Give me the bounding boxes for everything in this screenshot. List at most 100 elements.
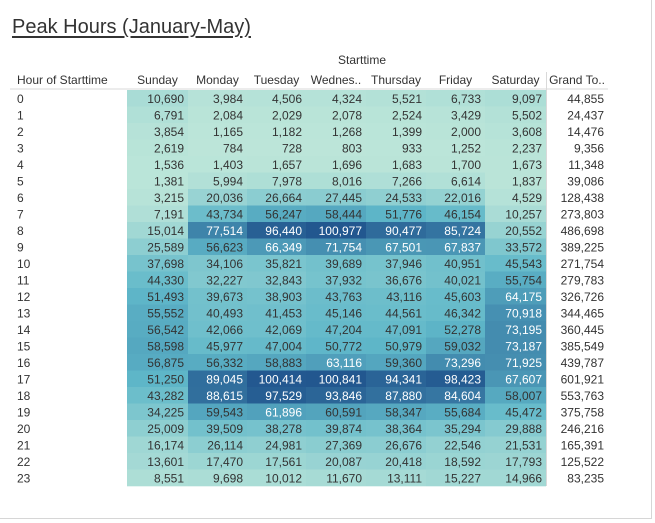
cell-value: 46,342: [444, 306, 481, 320]
cell-value: 56,332: [206, 356, 243, 370]
cell-value: 84,604: [444, 389, 481, 403]
heatmap-cell: [366, 469, 426, 487]
heatmap-cell: [127, 420, 188, 437]
cell-value: 6,791: [154, 108, 184, 122]
cell-value: 3,608: [512, 125, 542, 139]
cell-value: 71,754: [325, 240, 362, 254]
cell-value: 15,014: [147, 224, 184, 238]
heatmap-cell: [127, 123, 188, 140]
heatmap-cell: [306, 106, 366, 124]
heatmap-cell: [188, 90, 247, 107]
heatmap-cell: [188, 255, 247, 272]
hour-label: 22: [17, 455, 31, 469]
grand-total-value: 24,437: [567, 108, 604, 122]
heatmap-cell: [485, 288, 546, 305]
heatmap-cell: [366, 321, 426, 338]
cell-value: 45,472: [505, 405, 542, 419]
cell-value: 4,529: [512, 191, 542, 205]
heatmap-cell: [188, 436, 247, 454]
cell-value: 24,981: [265, 438, 302, 452]
heatmap-cell: [306, 139, 366, 157]
heatmap-cell: [366, 123, 426, 140]
cell-value: 9,698: [213, 471, 243, 485]
heatmap-cell: [426, 189, 485, 206]
heatmap-cell: [426, 403, 485, 421]
cell-value: 2,619: [154, 141, 184, 155]
heatmap-cell: [127, 337, 188, 355]
cell-value: 32,227: [206, 273, 243, 287]
heatmap-cell: [127, 189, 188, 206]
cell-value: 55,754: [505, 273, 542, 287]
cell-value: 22,016: [444, 191, 481, 205]
heatmap-cell: [247, 90, 306, 107]
cell-value: 67,607: [505, 372, 542, 386]
heatmap-cell: [366, 90, 426, 107]
heatmap-cell: [366, 370, 426, 388]
heatmap-cell: [247, 189, 306, 206]
cell-value: 94,341: [385, 372, 422, 386]
cell-value: 16,174: [147, 438, 184, 452]
grand-total-value: 14,476: [567, 125, 604, 139]
heatmap-cell: [485, 354, 546, 371]
column-header: Friday: [439, 73, 472, 87]
heatmap-cell: [426, 304, 485, 322]
heatmap-cell: [188, 156, 247, 173]
column-header: Grand To..: [549, 73, 605, 87]
heatmap-cell: [426, 420, 485, 437]
heatmap-cell: [306, 304, 366, 322]
cell-value: 1,268: [332, 125, 362, 139]
hour-label: 13: [17, 306, 31, 320]
heatmap-cell: [426, 156, 485, 173]
cell-value: 1,657: [272, 158, 302, 172]
cell-value: 52,278: [444, 323, 481, 337]
cell-value: 933: [402, 141, 422, 155]
heatmap-cell: [306, 387, 366, 404]
cell-value: 7,266: [392, 174, 422, 188]
cell-value: 10,690: [147, 92, 184, 106]
cell-value: 44,561: [385, 306, 422, 320]
heatmap-cell: [306, 222, 366, 239]
cell-value: 89,045: [206, 372, 243, 386]
heatmap-cell: [306, 156, 366, 173]
heatmap-cell: [306, 90, 366, 107]
grand-total-value: 125,522: [561, 455, 605, 469]
cell-value: 56,875: [147, 356, 184, 370]
grand-total-value: 273,803: [561, 207, 605, 221]
heatmap-cell: [366, 403, 426, 421]
cell-value: 97,529: [265, 389, 302, 403]
cell-value: 25,589: [147, 240, 184, 254]
cell-value: 26,664: [265, 191, 302, 205]
heatmap-cell: [366, 420, 426, 437]
heatmap-cell: [306, 420, 366, 437]
cell-value: 1,182: [272, 125, 302, 139]
heatmap-cell: [127, 403, 188, 421]
cell-value: 70,918: [505, 306, 542, 320]
heatmap-cell: [247, 172, 306, 190]
heatmap-cell: [426, 288, 485, 305]
cell-value: 728: [282, 141, 302, 155]
cell-value: 4,324: [332, 92, 362, 106]
heatmap-cell: [306, 436, 366, 454]
heatmap-cell: [247, 271, 306, 289]
grand-total-value: 344,465: [561, 306, 605, 320]
cell-value: 7,191: [154, 207, 184, 221]
heatmap-cell: [426, 436, 485, 454]
cell-value: 56,542: [147, 323, 184, 337]
heatmap-cell: [127, 321, 188, 338]
cell-value: 13,601: [147, 455, 184, 469]
hour-label: 16: [17, 356, 31, 370]
cell-value: 51,776: [385, 207, 422, 221]
cell-value: 73,187: [505, 339, 542, 353]
cell-value: 47,204: [325, 323, 362, 337]
heatmap-cell: [188, 189, 247, 206]
heatmap-cell: [485, 337, 546, 355]
heatmap-cell: [188, 321, 247, 338]
cell-value: 43,116: [386, 290, 422, 304]
heatmap-cell: [247, 420, 306, 437]
column-header: Thursday: [371, 73, 421, 87]
heatmap-cell: [306, 403, 366, 421]
cell-value: 98,423: [444, 372, 481, 386]
cell-value: 58,598: [147, 339, 184, 353]
